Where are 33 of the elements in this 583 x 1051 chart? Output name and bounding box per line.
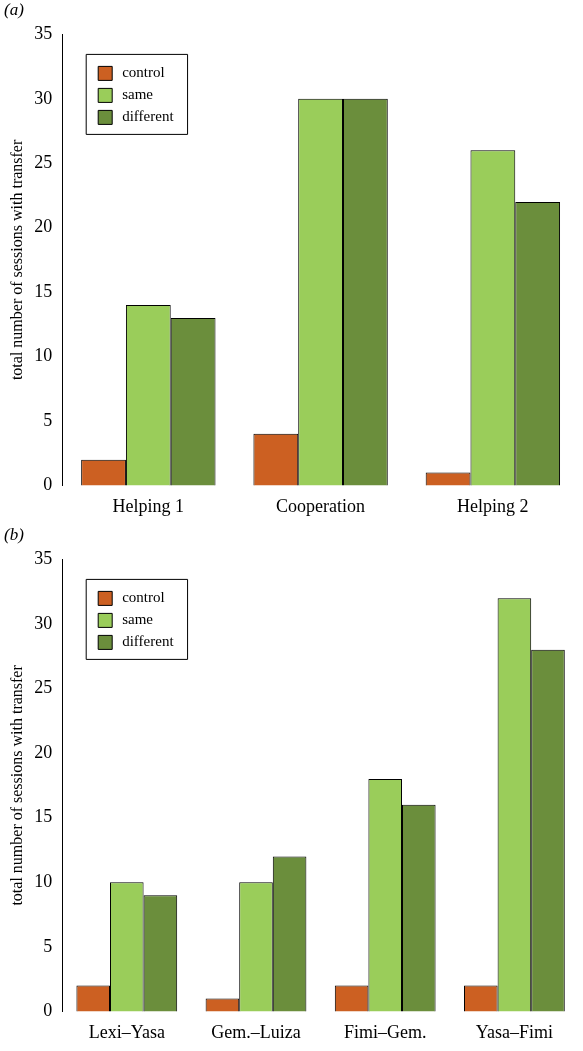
x-tick-label: Helping 1 [112, 495, 185, 516]
legend-label: control [122, 589, 165, 606]
x-tick-label: Lexi–Yasa [88, 1021, 165, 1042]
y-tick-label: 5 [43, 409, 53, 430]
y-tick-label: 25 [34, 151, 53, 172]
legend-label: same [122, 611, 154, 628]
y-tick-label: 30 [34, 87, 53, 108]
x-tick-label: Helping 2 [457, 495, 529, 516]
chart-title: (b) [4, 524, 25, 544]
y-tick-label: 0 [43, 1000, 53, 1021]
y-tick-label: 0 [43, 474, 53, 495]
y-tick-label: 20 [34, 216, 53, 237]
y-tick-label: 15 [34, 280, 53, 301]
legend-label: different [122, 633, 175, 650]
y-axis-title: total number of sessions with transfer [7, 139, 25, 381]
legend-label: same [122, 86, 154, 103]
x-tick-label: Yasa–Fimi [475, 1021, 553, 1042]
y-tick-label: 20 [34, 741, 53, 762]
x-tick-label: Gem.–Luiza [211, 1021, 301, 1042]
y-tick-label: 5 [43, 935, 53, 956]
y-tick-label: 10 [34, 870, 53, 891]
legend-label: control [122, 64, 165, 81]
chart-title: (a) [4, 0, 25, 19]
x-tick-label: Cooperation [276, 495, 366, 516]
y-tick-label: 35 [34, 23, 53, 44]
y-tick-label: 35 [34, 548, 53, 569]
y-tick-label: 25 [34, 677, 53, 698]
x-tick-label: Fimi–Gem. [343, 1021, 427, 1042]
y-tick-label: 10 [34, 345, 53, 366]
legend-label: different [122, 108, 175, 125]
y-axis-title: total number of sessions with transfer [7, 664, 25, 906]
y-tick-label: 15 [34, 806, 53, 827]
y-tick-label: 30 [34, 612, 53, 633]
